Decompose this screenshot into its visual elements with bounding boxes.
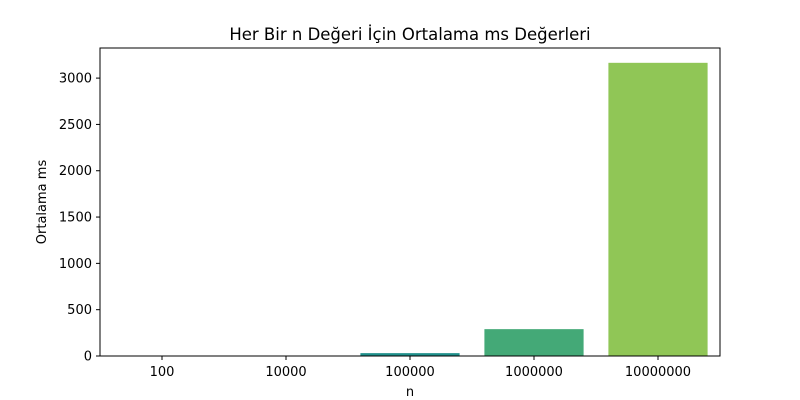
x-tick-label: 100000 [385,365,435,380]
x-axis: 100 10000 100000 1000000 10000000 [150,356,691,380]
x-tick-label: 10000 [265,365,306,380]
x-axis-label: n [406,385,414,400]
bar-100000 [360,353,460,356]
y-tick-label: 1500 [59,211,92,226]
y-tick-label: 3000 [59,72,92,87]
bar-1000000 [484,329,584,356]
y-tick-label: 1000 [59,257,92,272]
bars-layer [236,62,708,356]
y-axis: 0 500 1000 1500 2000 2500 3000 [59,72,100,365]
y-tick-label: 0 [84,350,92,365]
chart-title: Her Bir n Değeri İçin Ortalama ms Değerl… [229,25,590,44]
y-tick-label: 2000 [59,164,92,179]
y-axis-label: Ortalama ms [35,160,50,245]
x-tick-label: 100 [150,365,175,380]
x-tick-label: 10000000 [625,365,691,380]
plot-area-frame [99,47,721,357]
bar-10000000 [608,62,708,356]
y-tick-label: 500 [67,303,92,318]
x-tick-label: 1000000 [505,365,563,380]
y-tick-label: 2500 [59,118,92,133]
